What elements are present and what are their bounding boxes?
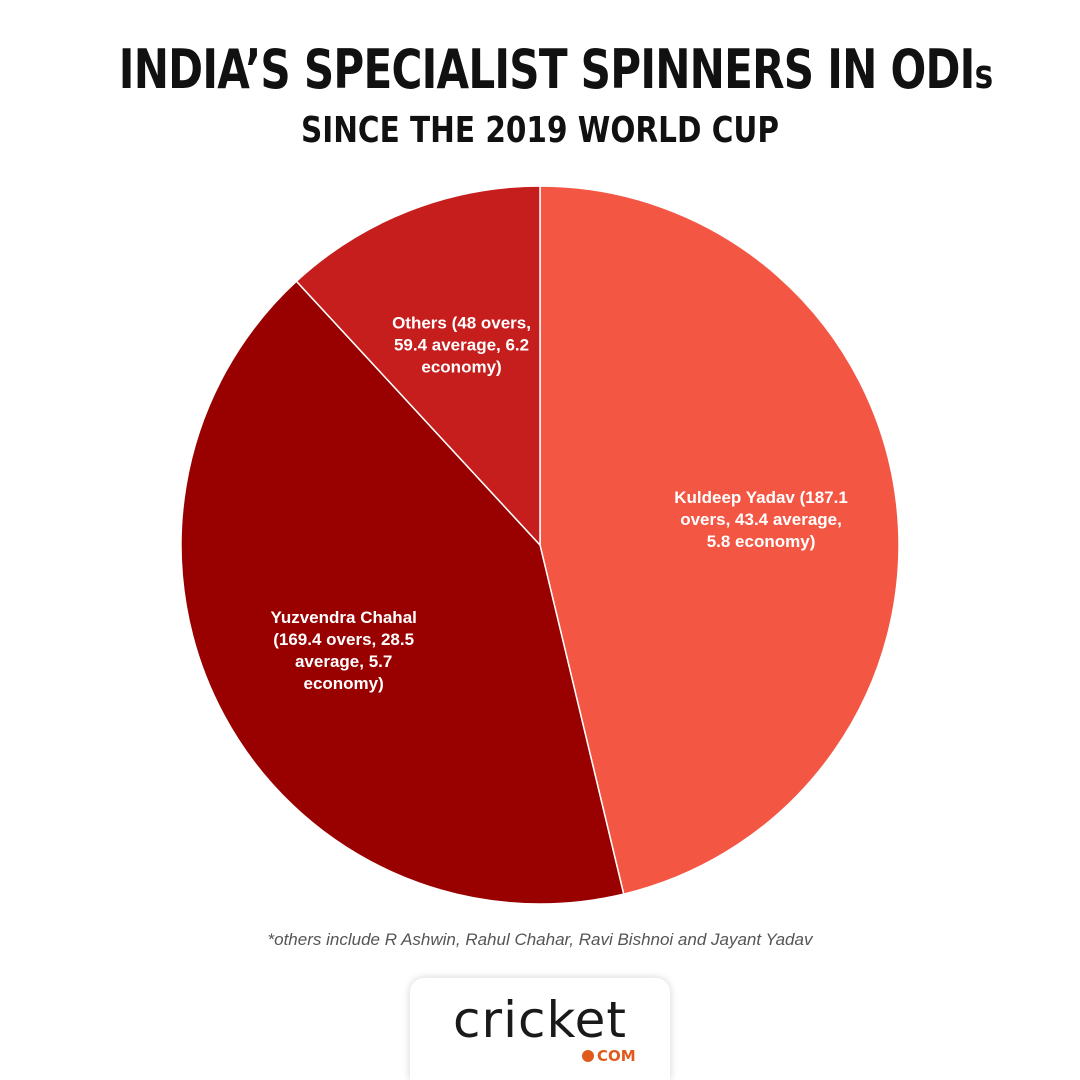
slice-label-kuldeep-yadav: Kuldeep Yadav (187.1 overs, 43.4 average,…: [674, 488, 848, 551]
logo-wordmark: cricket: [453, 991, 627, 1049]
logo-domain: COM: [582, 1046, 636, 1066]
logo-domain-text: COM: [597, 1047, 636, 1065]
pie-slice-others: [295, 185, 541, 547]
pie-slice-kuldeep-yadav: [539, 185, 900, 896]
pie-slice-yuzvendra-chahal: [180, 280, 625, 905]
slice-label-yuzvendra-chahal: Yuzvendra Chahal (169.4 overs, 28.5 averag…: [270, 608, 416, 693]
chart-subtitle: SINCE THE 2019 WORLD CUP: [300, 110, 780, 151]
chart-title: INDIA’S SPECIALIST SPINNERS IN ODIs: [119, 30, 993, 115]
chart-title-suffix: s: [974, 52, 994, 98]
footnote: *others include R Ashwin, Rahul Chahar, …: [267, 930, 813, 949]
cricket-com-logo: cricket COM: [410, 978, 670, 1080]
ball-icon: [582, 1050, 594, 1062]
slice-label-others: Others (48 overs, 59.4 average, 6.2 econom…: [392, 313, 531, 376]
chart-title-main: INDIA’S SPECIALIST SPINNERS IN ODI: [118, 38, 976, 101]
